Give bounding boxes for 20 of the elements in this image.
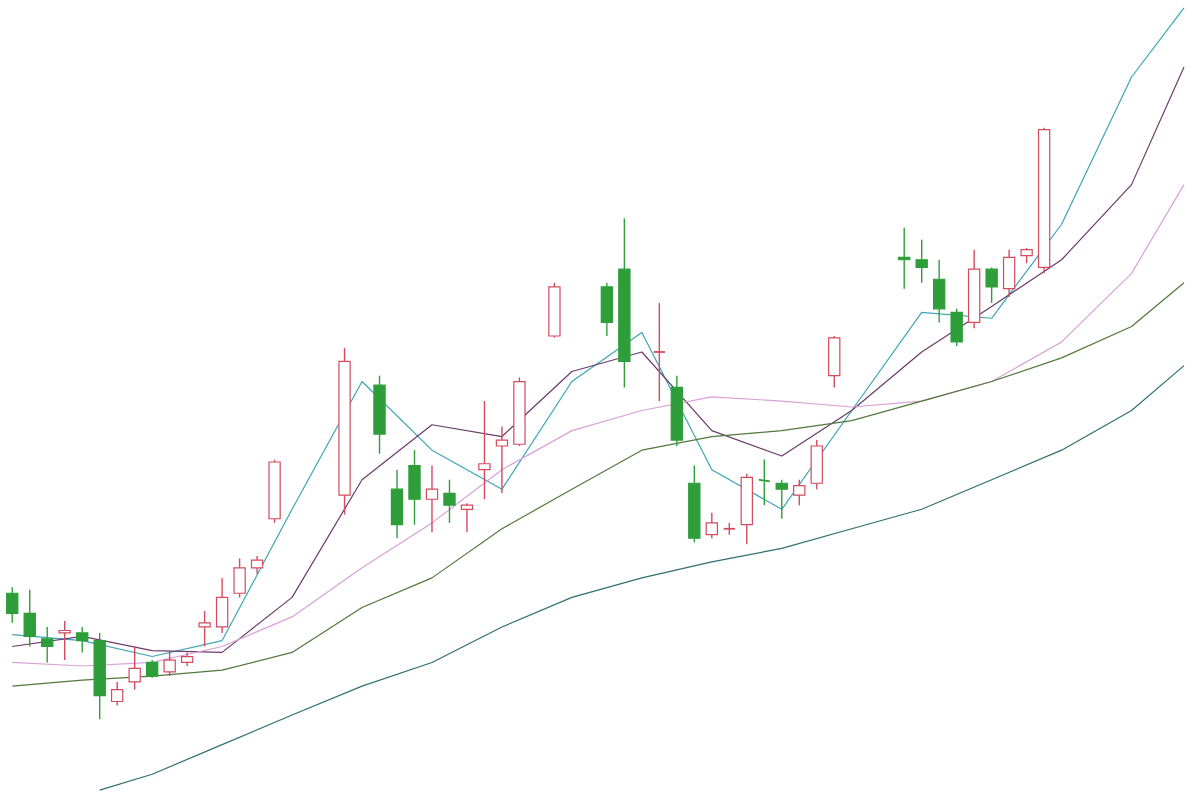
candlestick: [215, 577, 229, 634]
candlestick: [425, 464, 439, 534]
candlestick: [390, 468, 404, 539]
candlestick: [932, 259, 946, 324]
candlestick: [145, 659, 159, 679]
candlestick: [180, 651, 194, 667]
candlestick: [618, 217, 631, 389]
candlestick: [250, 555, 264, 575]
candlestick: [495, 425, 509, 495]
candlestick: [110, 681, 124, 707]
candlestick: [652, 302, 666, 402]
candlestick: [478, 400, 491, 500]
candlestick: [600, 282, 614, 337]
candlestick: [1037, 127, 1051, 275]
candlestick: [1002, 248, 1016, 298]
candlestick: [705, 512, 719, 539]
candlestick: [670, 374, 684, 447]
candlestick: [460, 502, 474, 534]
candlestick: [967, 248, 981, 330]
candlestick: [757, 458, 771, 506]
